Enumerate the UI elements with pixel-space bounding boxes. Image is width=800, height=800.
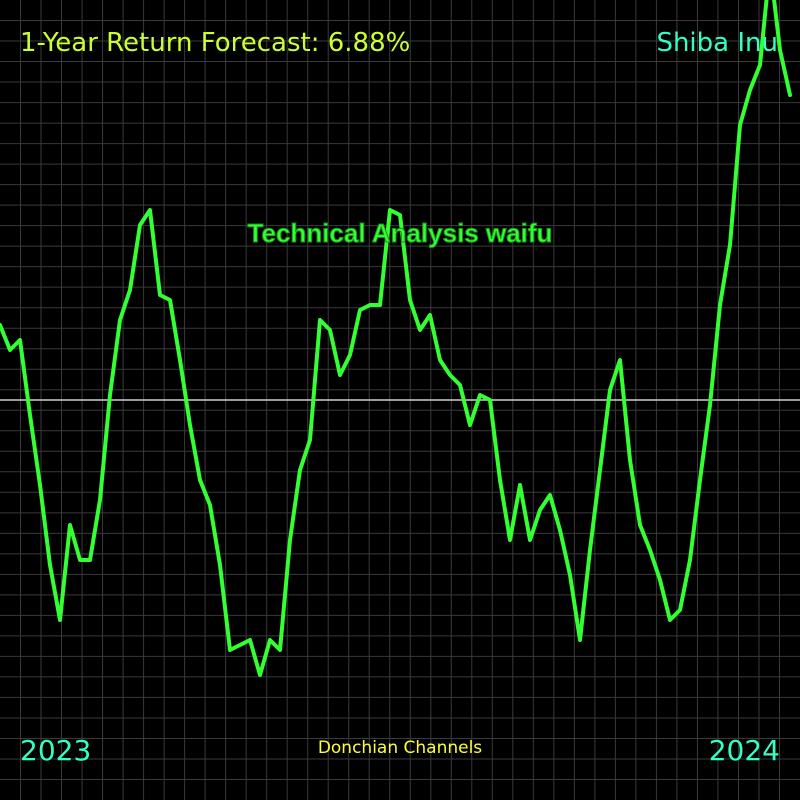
indicator-name: Donchian Channels xyxy=(317,738,483,758)
series-group xyxy=(0,0,792,677)
series-line xyxy=(0,0,792,677)
forecast-title: 1-Year Return Forecast: 6.88% xyxy=(20,28,411,58)
asset-name: Shiba Inu xyxy=(656,28,778,58)
x-axis-end-label: 2024 xyxy=(708,734,780,767)
watermark-text: Technical Analysis waifu xyxy=(247,218,553,249)
x-axis-start-label: 2023 xyxy=(20,734,92,767)
